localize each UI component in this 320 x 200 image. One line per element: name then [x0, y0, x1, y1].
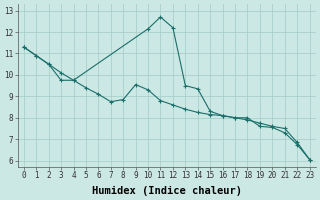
X-axis label: Humidex (Indice chaleur): Humidex (Indice chaleur): [92, 186, 242, 196]
